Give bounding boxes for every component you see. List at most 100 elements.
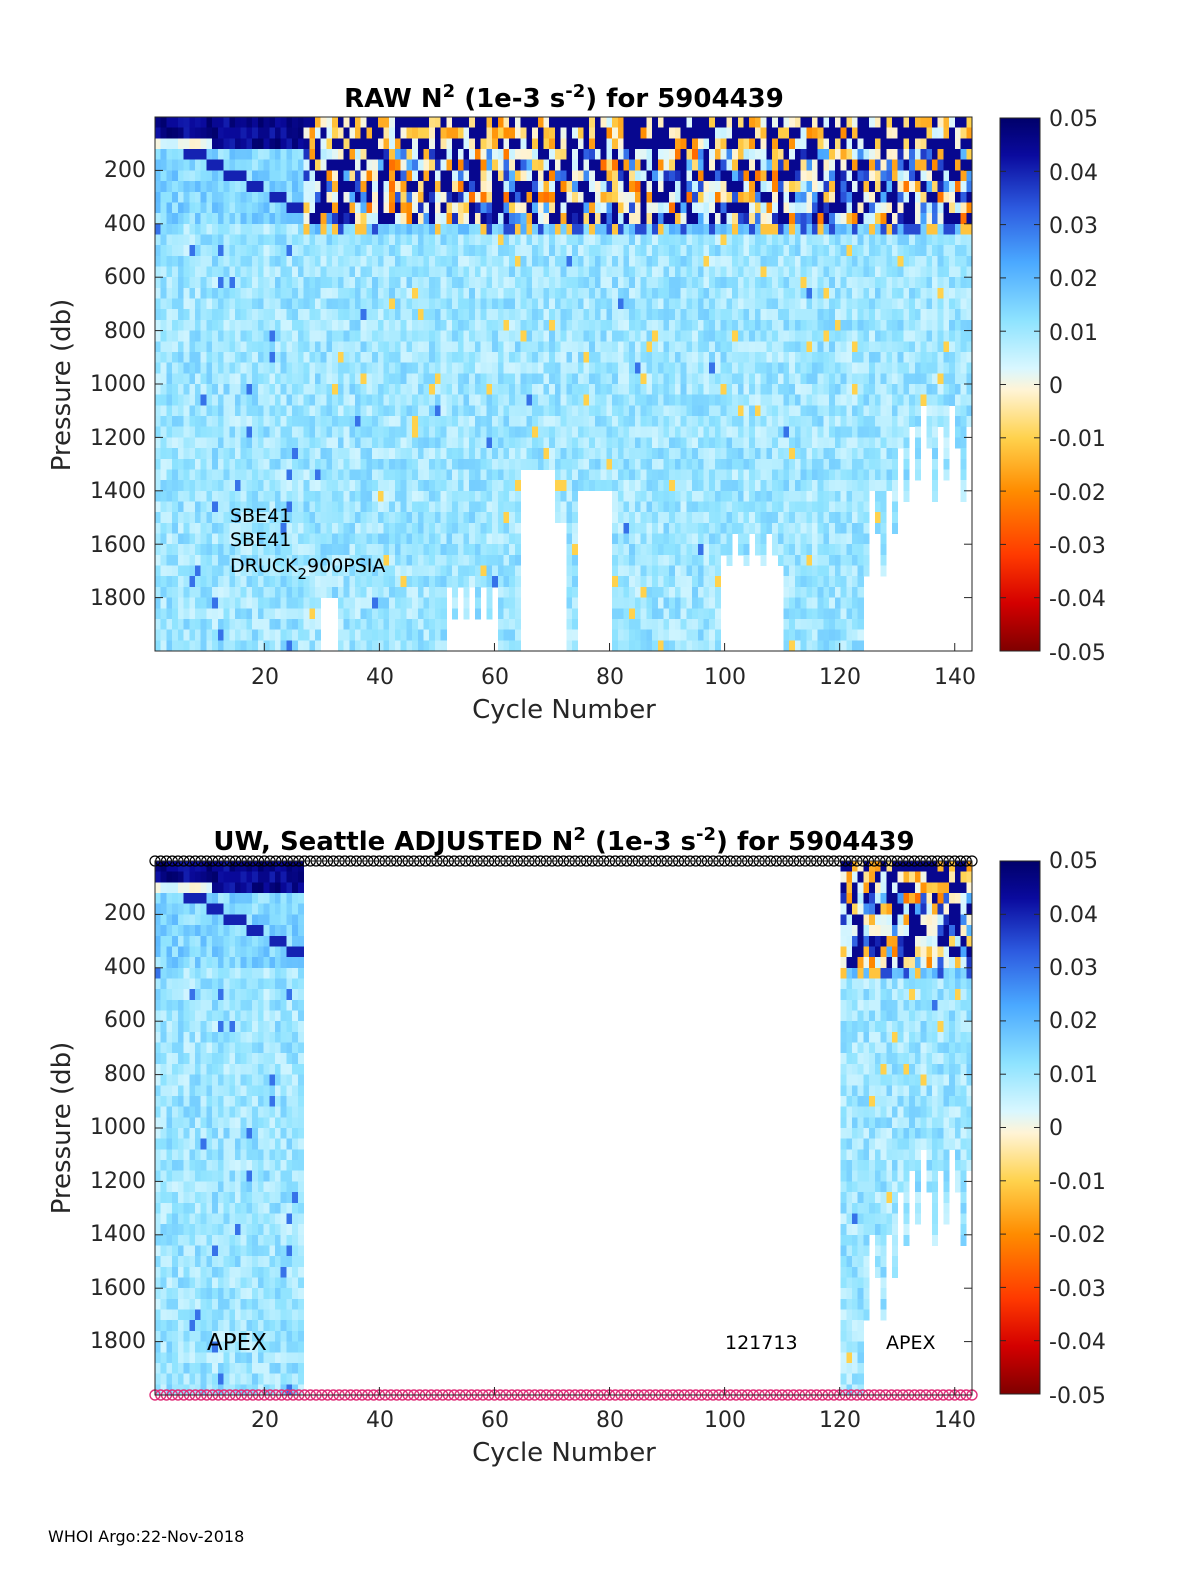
heatmap-cell [549, 287, 556, 299]
heatmap-cell [234, 629, 242, 641]
heatmap-cell [509, 298, 516, 310]
heatmap-cell [520, 319, 527, 331]
heatmap-cell [206, 405, 213, 417]
heatmap-cell [423, 309, 430, 321]
heatmap-cell [183, 170, 190, 182]
heatmap-cell [429, 149, 436, 161]
heatmap-cell [652, 277, 659, 289]
heatmap-cell [714, 448, 722, 460]
heatmap-cell [457, 405, 464, 417]
heatmap-cell [343, 554, 350, 566]
heatmap-cell [646, 362, 653, 374]
heatmap-cell [155, 469, 162, 481]
heatmap-cell [629, 159, 636, 171]
heatmap-cell [263, 533, 270, 545]
heatmap-cell [486, 213, 493, 225]
heatmap-cell [314, 426, 322, 438]
heatmap-cell [703, 245, 710, 257]
heatmap-cell [594, 117, 602, 129]
heatmap-cell [692, 458, 699, 470]
heatmap-cell [394, 127, 402, 139]
heatmap-cell [297, 480, 304, 492]
heatmap-cell [160, 287, 167, 299]
heatmap-cell [463, 298, 470, 310]
heatmap-cell [606, 159, 613, 171]
heatmap-cell [183, 330, 190, 342]
heatmap-cell [223, 554, 230, 566]
heatmap-cell [160, 330, 167, 342]
heatmap-cell [234, 287, 242, 299]
heatmap-cell [434, 469, 442, 481]
heatmap-cell [634, 458, 642, 470]
heatmap-cell [326, 117, 333, 129]
heatmap-cell [297, 426, 304, 438]
heatmap-cell [252, 277, 259, 289]
heatmap-cell [377, 554, 384, 566]
heatmap-cell [434, 458, 442, 470]
heatmap-cell [652, 629, 659, 641]
heatmap-cell [446, 437, 453, 449]
heatmap-cell [423, 255, 430, 267]
heatmap-cell [617, 448, 624, 460]
heatmap-cell [617, 522, 624, 534]
heatmap-cell [240, 405, 247, 417]
heatmap-cell [252, 330, 259, 342]
heatmap-cell [703, 170, 710, 182]
heatmap-cell [292, 565, 299, 577]
heatmap-cell [583, 191, 590, 203]
heatmap-cell [629, 426, 636, 438]
heatmap-cell [160, 341, 167, 353]
heatmap-cell [686, 351, 693, 364]
heatmap-cell [697, 501, 704, 513]
heatmap-cell [474, 490, 482, 502]
heatmap-cell [343, 127, 350, 139]
heatmap-cell [217, 191, 224, 203]
heatmap-cell [617, 191, 624, 203]
heatmap-cell [617, 458, 624, 470]
heatmap-cell [183, 255, 190, 267]
heatmap-cell [452, 426, 459, 438]
heatmap-cell [423, 191, 430, 203]
heatmap-cell [577, 426, 584, 438]
heatmap-cell [623, 309, 630, 321]
heatmap-cell [674, 319, 682, 331]
heatmap-cell [629, 362, 636, 374]
heatmap-cell [423, 458, 430, 470]
heatmap-cell [652, 490, 659, 502]
heatmap-cell [212, 458, 219, 470]
heatmap-cell [692, 277, 699, 289]
heatmap-cell [749, 351, 756, 364]
heatmap-cell [417, 394, 424, 406]
heatmap-cell [354, 384, 362, 396]
heatmap-cell [623, 586, 630, 598]
heatmap-cell [686, 127, 693, 139]
heatmap-cell [429, 277, 436, 289]
heatmap-cell [246, 458, 253, 470]
heatmap-cell [526, 223, 533, 235]
heatmap-cell [646, 181, 653, 193]
heatmap-cell [686, 223, 693, 235]
heatmap-cell [583, 287, 590, 299]
heatmap-cell [320, 202, 327, 214]
heatmap-cell [366, 234, 373, 246]
heatmap-cell [480, 181, 487, 193]
heatmap-cell [526, 213, 533, 225]
heatmap-cell [514, 640, 522, 652]
heatmap-cell [429, 576, 436, 588]
heatmap-cell [440, 629, 447, 641]
heatmap-cell [406, 469, 413, 481]
heatmap-cell [623, 501, 630, 513]
heatmap-cell [703, 522, 710, 534]
heatmap-cell [229, 448, 236, 460]
heatmap-cell [537, 309, 544, 321]
heatmap-cell [206, 234, 213, 246]
heatmap-cell [503, 480, 510, 492]
heatmap-cell [189, 170, 196, 182]
heatmap-cell [560, 234, 567, 246]
heatmap-cell [692, 127, 699, 139]
heatmap-cell [612, 341, 619, 353]
heatmap-cell [366, 490, 373, 502]
heatmap-cell [412, 298, 419, 310]
heatmap-cell [320, 512, 327, 524]
heatmap-cell [303, 298, 310, 310]
